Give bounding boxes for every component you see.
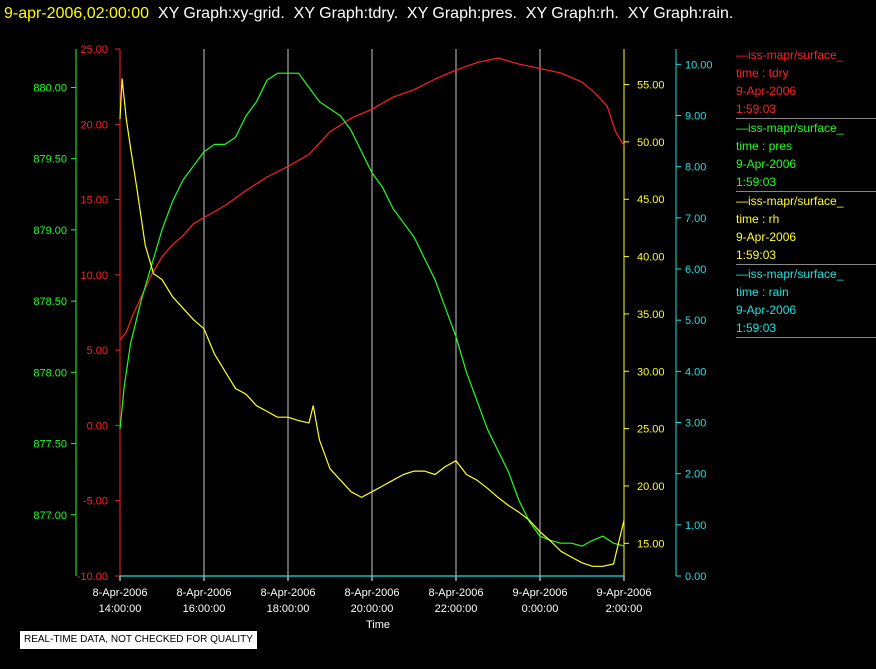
tdry-tick-label: 0.00 [87, 420, 108, 432]
x-tick-time: 0:00:00 [522, 603, 559, 615]
legend-series-var: time : tdry [736, 66, 789, 80]
legend-series-time: 1:59:03 [736, 321, 777, 335]
legend-series-var: time : rh [736, 212, 780, 226]
legend-series-line: —iss-mapr/surface_ [736, 48, 844, 62]
pres-tick-label: 879.00 [33, 225, 67, 237]
header-graph-name: XY Graph:tdry. [293, 5, 399, 22]
rh-tick-label: 55.00 [637, 80, 665, 92]
legend-series-line: —iss-mapr/surface_ [736, 194, 844, 208]
rh-tick-label: 30.00 [637, 366, 665, 378]
tdry-tick-label: 5.00 [87, 345, 108, 357]
rain-tick-label: 10.00 [685, 59, 713, 71]
series-rh-line [119, 78, 625, 567]
header-graph-name: XY Graph:pres. [406, 5, 517, 22]
pres-tick-label: 878.50 [33, 296, 67, 308]
header-graph-name: XY Graph:rain. [627, 5, 734, 22]
legend-series-var: time : pres [736, 139, 793, 153]
legend-series-date: 9-Apr-2006 [736, 230, 797, 244]
legend-item-pres[interactable]: —iss-mapr/surface_ time : pres 9-Apr-200… [736, 119, 876, 192]
legend-series-time: 1:59:03 [736, 175, 777, 189]
x-tick-date: 9-Apr-2006 [596, 587, 651, 599]
rain-tick-label: 2.00 [685, 469, 706, 481]
legend-item-rh[interactable]: —iss-mapr/surface_ time : rh 9-Apr-2006 … [736, 192, 876, 265]
x-tick-time: 20:00:00 [351, 603, 394, 615]
x-tick-date: 8-Apr-2006 [176, 587, 231, 599]
pres-tick-label: 879.50 [33, 154, 67, 166]
series-pres-line [119, 72, 625, 547]
x-tick-date: 8-Apr-2006 [344, 587, 399, 599]
legend: —iss-mapr/surface_ time : tdry 9-Apr-200… [736, 46, 876, 338]
legend-item-rain[interactable]: —iss-mapr/surface_ time : rain 9-Apr-200… [736, 265, 876, 338]
rain-tick-label: 0.00 [685, 571, 706, 583]
quality-disclaimer: REAL-TIME DATA, NOT CHECKED FOR QUALITY [20, 631, 257, 649]
rh-tick-label: 35.00 [637, 309, 665, 321]
x-tick-date: 8-Apr-2006 [260, 587, 315, 599]
legend-series-date: 9-Apr-2006 [736, 303, 797, 317]
header-graph-list: XY Graph:xy-grid. XY Graph:tdry. XY Grap… [153, 5, 733, 22]
x-tick-date: 8-Apr-2006 [92, 587, 147, 599]
header-bar: 9-apr-2006,02:00:00 XY Graph:xy-grid. XY… [4, 3, 733, 25]
x-axis-title: Time [366, 619, 390, 631]
legend-item-tdry[interactable]: —iss-mapr/surface_ time : tdry 9-Apr-200… [736, 46, 876, 119]
pres-tick-label: 880.00 [33, 82, 67, 94]
legend-series-var: time : rain [736, 285, 789, 299]
rain-tick-label: 9.00 [685, 111, 706, 123]
rain-tick-label: 7.00 [685, 213, 706, 225]
x-tick-time: 16:00:00 [183, 603, 226, 615]
rain-tick-label: 4.00 [685, 366, 706, 378]
tdry-tick-label: -10.00 [77, 571, 108, 583]
legend-series-line: —iss-mapr/surface_ [736, 121, 844, 135]
pres-tick-label: 877.50 [33, 439, 67, 451]
tdry-tick-label: 10.00 [80, 270, 108, 282]
tdry-tick-label: -5.00 [83, 496, 108, 508]
rh-tick-label: 45.00 [637, 194, 665, 206]
legend-series-line: —iss-mapr/surface_ [736, 267, 844, 281]
x-tick-time: 14:00:00 [99, 603, 142, 615]
legend-series-date: 9-Apr-2006 [736, 84, 797, 98]
header-graph-name: XY Graph:rh. [525, 5, 619, 22]
x-tick-time: 22:00:00 [435, 603, 478, 615]
tdry-tick-label: 25.00 [80, 44, 108, 56]
x-tick-time: 2:00:00 [606, 603, 643, 615]
rain-tick-label: 1.00 [685, 520, 706, 532]
rh-tick-label: 50.00 [637, 137, 665, 149]
tdry-tick-label: 15.00 [80, 195, 108, 207]
tdry-tick-label: 20.00 [80, 119, 108, 131]
header-timestamp: 9-apr-2006,02:00:00 [4, 5, 149, 22]
series-tdry-line [119, 57, 625, 340]
x-tick-date: 9-Apr-2006 [512, 587, 567, 599]
x-tick-date: 8-Apr-2006 [428, 587, 483, 599]
rh-tick-label: 15.00 [637, 538, 665, 550]
rh-tick-label: 40.00 [637, 252, 665, 264]
rh-tick-label: 25.00 [637, 424, 665, 436]
legend-series-date: 9-Apr-2006 [736, 157, 797, 171]
legend-series-time: 1:59:03 [736, 102, 777, 116]
legend-series-time: 1:59:03 [736, 248, 777, 262]
pres-tick-label: 877.00 [33, 510, 67, 522]
header-graph-name: XY Graph:xy-grid. [157, 5, 285, 22]
rh-tick-label: 20.00 [637, 481, 665, 493]
rain-tick-label: 8.00 [685, 162, 706, 174]
rain-tick-label: 6.00 [685, 264, 706, 276]
rain-tick-label: 3.00 [685, 418, 706, 430]
rain-tick-label: 5.00 [685, 315, 706, 327]
pres-tick-label: 878.00 [33, 367, 67, 379]
x-tick-time: 18:00:00 [267, 603, 310, 615]
